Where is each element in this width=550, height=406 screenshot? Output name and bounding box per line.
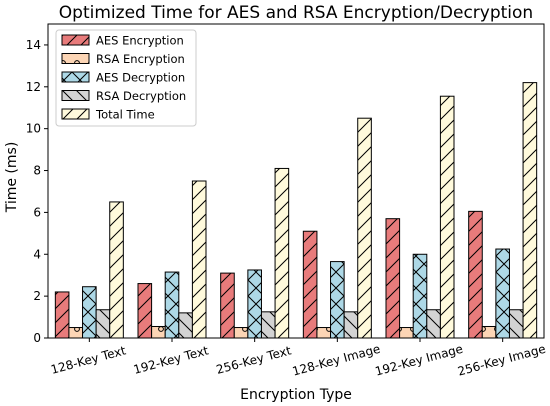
bar-hatch <box>137 283 153 339</box>
chart-title: Optimized Time for AES and RSA Encryptio… <box>59 3 533 23</box>
x-axis-ticks: 128-Key Text 192-Key Text 256-Key Text128-… <box>49 338 547 379</box>
x-tick-label: 128-Key Image <box>291 342 382 379</box>
y-tick-label: 10 <box>26 122 41 136</box>
bar-hatch <box>109 201 124 339</box>
bar-hatch <box>302 230 318 339</box>
bar-hatch <box>385 218 401 339</box>
plot-frame <box>47 23 545 339</box>
bar-hatch <box>481 325 497 339</box>
bar-group <box>137 180 207 339</box>
legend-swatch-hatch <box>61 34 90 46</box>
legend-entry: RSA Decryption <box>61 89 186 103</box>
legend-label: AES Encryption <box>96 34 184 48</box>
x-axis-label: Encryption Type <box>240 387 352 403</box>
legend-label: RSA Decryption <box>96 89 186 103</box>
bar-hatch <box>274 167 290 339</box>
legend-swatch-hatch <box>61 108 90 120</box>
y-tick-label: 0 <box>33 331 41 345</box>
legend-entry: AES Encryption <box>61 34 184 48</box>
bar-hatch <box>343 311 359 339</box>
bar-hatch <box>68 327 84 339</box>
legend-frame <box>55 29 197 127</box>
legend: AES Encryption RSA Encryption AES Decrypti… <box>55 29 197 127</box>
bar-hatch <box>247 269 262 339</box>
y-tick-label: 14 <box>26 38 41 52</box>
legend-label: Total Time <box>95 108 155 122</box>
y-tick-label: 8 <box>33 164 41 178</box>
bar-group <box>385 95 455 339</box>
bar-hatch <box>54 291 70 339</box>
legend-entry: AES Decryption <box>61 71 185 85</box>
legend-label: RSA Encryption <box>96 52 185 66</box>
bar-hatch <box>95 309 111 339</box>
legend-swatch-hatch <box>61 71 90 83</box>
x-tick-label: 192-Key Image <box>373 342 464 379</box>
bar-hatch <box>82 286 97 339</box>
legend-swatch-hatch <box>61 90 90 101</box>
bar-group <box>54 201 124 339</box>
bar-hatch <box>426 309 441 339</box>
x-tick-label: 192-Key Text <box>132 343 210 377</box>
bar-hatch <box>357 117 372 339</box>
bar-hatch <box>316 327 332 339</box>
bar-hatch <box>468 210 483 339</box>
y-axis-label: Time (ms) <box>4 142 20 214</box>
bar-hatch <box>151 325 166 339</box>
bar-hatch <box>233 327 249 339</box>
bar-group <box>220 167 290 339</box>
legend-swatch-hatch <box>61 53 90 64</box>
x-tick-label: 128-Key Text <box>49 343 127 377</box>
bars-layer <box>54 82 538 339</box>
bar-group <box>302 117 372 339</box>
y-tick-label: 12 <box>26 80 41 94</box>
legend-entry: Total Time <box>61 108 155 122</box>
x-tick-label: 256-Key Image <box>456 342 547 379</box>
y-tick-label: 4 <box>33 247 41 261</box>
y-tick-label: 2 <box>33 289 41 303</box>
bar-hatch <box>330 261 345 339</box>
bar-hatch <box>495 248 510 339</box>
legend-label: AES Decryption <box>96 71 185 85</box>
y-axis-ticks: 0 2 4 6 8 10 12 14 <box>26 38 48 345</box>
bar-hatch <box>412 253 428 339</box>
bar-group <box>468 82 538 339</box>
x-tick-label: 256-Key Text <box>215 343 293 377</box>
bar-hatch <box>522 82 538 339</box>
bar-hatch <box>191 180 207 339</box>
bar-hatch <box>260 311 276 339</box>
bar-hatch <box>508 309 524 339</box>
bar-hatch <box>178 312 193 339</box>
bar-hatch <box>439 95 455 339</box>
legend-entry: RSA Encryption <box>61 52 185 66</box>
bar-hatch <box>164 271 180 339</box>
bar-hatch <box>220 272 235 339</box>
bar-hatch <box>399 327 414 339</box>
y-tick-label: 6 <box>33 205 41 219</box>
